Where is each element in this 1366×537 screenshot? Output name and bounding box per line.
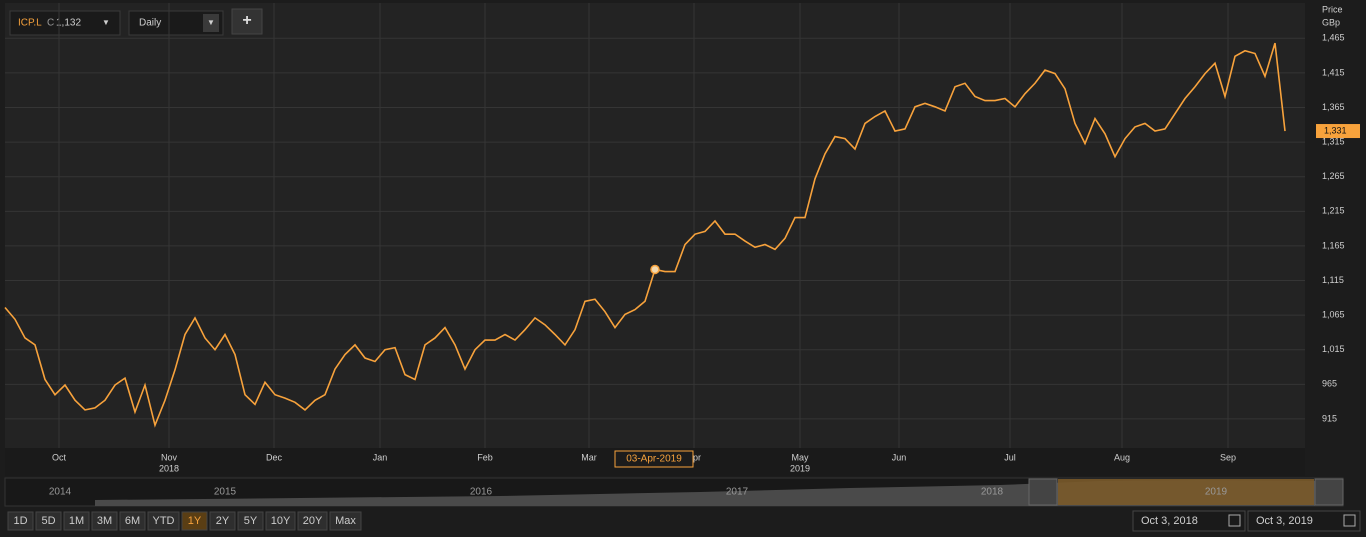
x-year-label: 2019	[790, 463, 810, 473]
range-button-label: 10Y	[271, 515, 291, 527]
y-tick-label: 1,165	[1322, 240, 1345, 250]
y-axis-title: GBp	[1322, 17, 1340, 27]
range-button-bg	[297, 511, 328, 531]
navigator-year: 2016	[470, 487, 493, 498]
range-button[interactable]: 1D	[7, 511, 34, 531]
y-tick-label: 1,015	[1322, 344, 1345, 354]
navigator-area	[95, 480, 1315, 506]
y-tick-label: 1,415	[1322, 67, 1345, 77]
range-button-label: 5D	[41, 515, 55, 527]
range-button-bg	[237, 511, 264, 531]
range-button-label: 20Y	[303, 515, 323, 527]
range-button-label: 1Y	[188, 515, 202, 527]
range-button-bg	[91, 511, 118, 531]
annotation-point	[650, 264, 660, 275]
navigator-handle-right[interactable]	[1314, 478, 1344, 506]
range-button-label: 5Y	[244, 515, 258, 527]
x-tick-label: Oct	[52, 452, 67, 462]
close-prefix: C	[47, 18, 54, 29]
y-tick-label: 1,065	[1322, 309, 1345, 319]
y-tick-label: 1,465	[1322, 33, 1345, 43]
range-button-bg	[147, 511, 180, 531]
range-button-bg	[209, 511, 236, 531]
range-button[interactable]: 20Y	[297, 511, 328, 531]
range-button[interactable]: 5Y	[237, 511, 264, 531]
range-button-label: 1D	[13, 515, 27, 527]
dropdown-arrow: ▼	[207, 18, 215, 27]
range-button[interactable]: Max	[329, 511, 362, 531]
range-button[interactable]: 2Y	[209, 511, 236, 531]
x-tick-label: Jul	[1004, 452, 1016, 462]
navigator-handle-left[interactable]	[1028, 478, 1058, 506]
y-tick-label: 1,315	[1322, 136, 1345, 146]
last-price-label: 1,331	[1324, 125, 1347, 135]
dropdown-button	[203, 14, 219, 32]
x-tick-label: Aug	[1114, 452, 1130, 462]
range-button-label: YTD	[153, 515, 175, 527]
y-tick-label: 1,115	[1322, 275, 1344, 285]
range-button[interactable]: 5D	[35, 511, 62, 531]
x-tick-label: Mar	[581, 452, 597, 462]
date-label: Oct 3, 2019	[1256, 515, 1313, 527]
range-button[interactable]: 6M	[119, 511, 146, 531]
range-button[interactable]: 10Y	[265, 511, 296, 531]
range-button-label: 2Y	[216, 515, 230, 527]
calendar-icon	[1228, 514, 1241, 527]
range-button-bg	[329, 511, 362, 531]
y-tick-label: 1,365	[1322, 102, 1345, 112]
plot-area	[5, 3, 1305, 448]
calendar-icon	[1343, 514, 1356, 527]
x-tick-label: Sep	[1220, 452, 1236, 462]
range-button[interactable]: 1Y	[181, 511, 208, 531]
x-tick-label: Jun	[892, 452, 907, 462]
navigator-year: 2017	[726, 487, 749, 498]
symbol: ICP.L	[18, 18, 42, 29]
y-tick-label: 1,265	[1322, 171, 1345, 181]
range-button-bg	[35, 511, 62, 531]
x-tick-label: Apr	[687, 452, 701, 462]
x-year-label: 2018	[159, 463, 179, 473]
y-tick-label: 1,215	[1322, 206, 1345, 216]
range-button-bg	[119, 511, 146, 531]
range-button-bg	[181, 511, 208, 531]
range-button-bg	[265, 511, 296, 531]
y-tick-label: 965	[1322, 379, 1337, 389]
interval: Daily	[139, 18, 161, 29]
range-button-bg	[63, 511, 90, 531]
range-button-label: 6M	[125, 515, 140, 527]
range-button-label: 1M	[69, 515, 84, 527]
last-price-box	[1316, 124, 1360, 139]
annotation-label: 03-Apr-2019	[626, 454, 682, 465]
x-tick-label: Feb	[477, 452, 493, 462]
navigator-year: 2014	[49, 487, 72, 498]
range-button-bg	[7, 511, 34, 531]
add-button[interactable]	[231, 8, 263, 35]
navigator-selection[interactable]	[1058, 479, 1314, 505]
range-button[interactable]: YTD	[147, 511, 180, 531]
x-tick-label: Jan	[373, 452, 388, 462]
navigator-year: 2019	[1205, 487, 1228, 498]
y-tick-label: 915	[1322, 413, 1337, 423]
range-button-label: 3M	[97, 515, 112, 527]
date-box[interactable]	[1247, 510, 1361, 532]
close-value: 1,132	[56, 18, 81, 29]
x-tick-label: Dec	[266, 452, 283, 462]
x-tick-label: Nov	[161, 452, 178, 462]
y-axis-title: Price	[1322, 4, 1343, 14]
symbol-box[interactable]	[9, 10, 121, 36]
dropdown-arrow: ▼	[102, 18, 110, 27]
annotation-box	[614, 450, 694, 468]
date-label: Oct 3, 2018	[1141, 515, 1198, 527]
date-box[interactable]	[1132, 510, 1246, 532]
x-tick-label: May	[791, 452, 809, 462]
price-line	[4, 42, 1286, 428]
navigator-year: 2018	[981, 487, 1004, 498]
add-label: +	[242, 12, 251, 29]
navigator-year: 2015	[214, 487, 237, 498]
range-button[interactable]: 3M	[91, 511, 118, 531]
range-button[interactable]: 1M	[63, 511, 90, 531]
range-button-label: Max	[335, 515, 356, 527]
